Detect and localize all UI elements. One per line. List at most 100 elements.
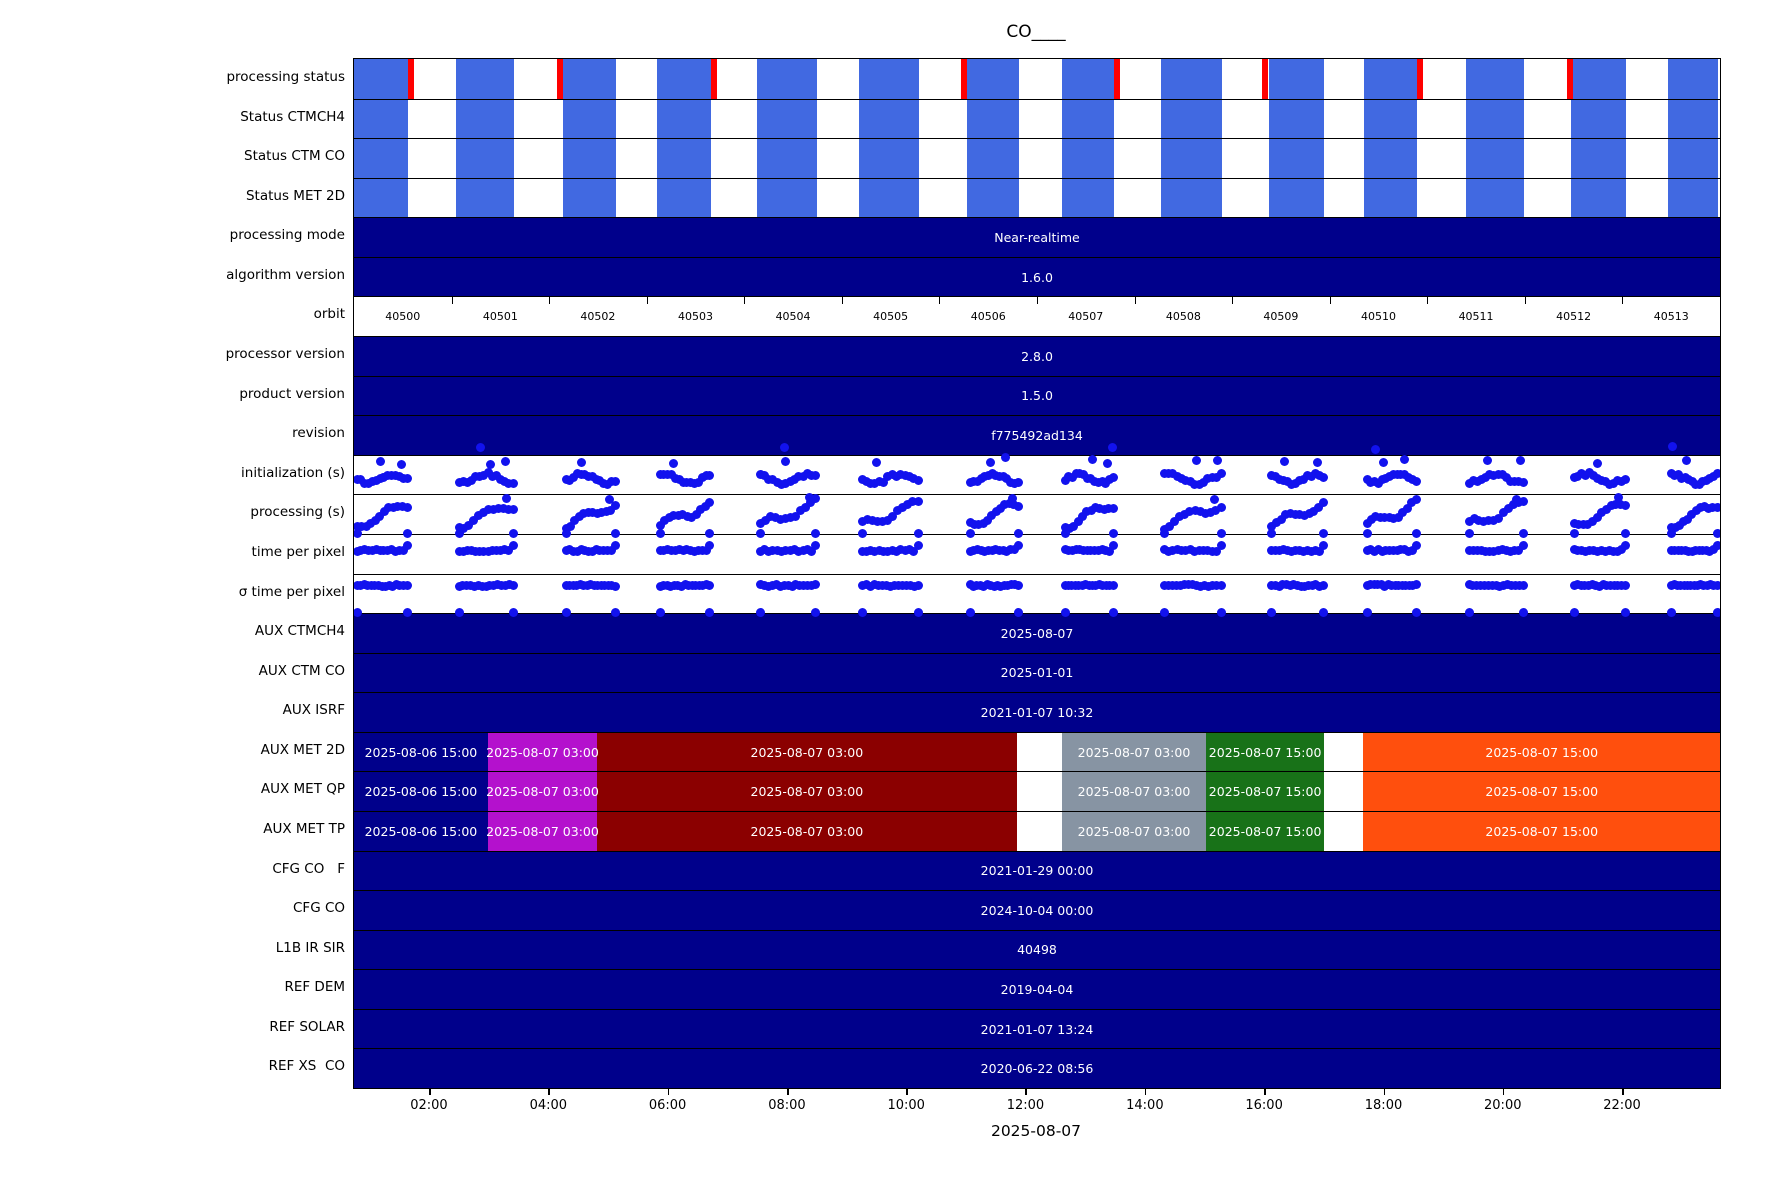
scatter-dot [1479,516,1489,526]
scatter-dot [1175,511,1185,521]
scatter-dot [1379,457,1389,467]
orbit-coverage-block [1061,178,1115,218]
orbit-coverage-block [1161,139,1222,178]
scatter-dot [1411,495,1421,505]
orbit-coverage-block [756,139,817,178]
aux-met-segment [1061,732,1207,772]
scatter-dot [1464,529,1474,538]
scatter-dot [667,469,676,479]
scatter-dot [1373,478,1383,488]
row-value: 40498 [354,929,1720,970]
orbit-boundary-tick [549,297,551,305]
scatter-dot [397,502,407,511]
orbit-coverage-block [1161,59,1222,99]
scatter-dot [1280,456,1290,466]
scatter-dot [1615,499,1625,509]
orbit-coverage-block [1268,99,1324,139]
scatter-dot [811,494,821,504]
orbit-number: 40504 [775,310,811,324]
aux-met-segment [597,811,1017,851]
x-axis-tick [428,1089,431,1095]
row-value-text: f775492ad134 [991,427,1083,443]
scatter-dot [806,497,816,507]
scatter-dot [755,518,765,528]
orbit-boundary-tick [1524,297,1526,305]
row-label: CFG CO F [272,860,345,877]
scatter-dot [1013,529,1023,538]
scatter-dot [561,529,571,538]
scatter-dot [1712,581,1720,591]
scatter-dot [577,458,587,468]
row-label: CFG CO [293,900,345,917]
scatter-dot [1592,512,1602,522]
scatter-dot [376,456,386,466]
scatter-dot [811,608,821,618]
scatter-dot [402,581,412,590]
aux-met-segment [354,772,488,811]
row-value: 2019-04-04 [354,969,1720,1009]
orbit-boundary-tick [1134,297,1136,305]
scatter-dot [1272,518,1282,528]
scatter-dot [1518,541,1528,551]
orbit-number: 40501 [482,310,518,324]
scatter-dot [1620,580,1630,590]
scatter-dot [491,470,501,480]
scatter-dot [1212,547,1222,556]
row-value: 2025-01-01 [354,652,1720,693]
scatter-dot [691,509,701,519]
scatter-dot [1318,580,1328,590]
orbit-boundary-tick [1622,297,1624,305]
orbit-boundary-tick [1037,297,1038,305]
scatter-dot [1318,608,1328,618]
x-axis-tick-label: 12:00 [1006,1098,1045,1113]
orbit-coverage-block [1466,99,1524,139]
orbit-coverage-block [1570,99,1627,139]
orbit-coverage-block [756,178,817,218]
aux-met-segment-label: 2025-08-07 03:00 [1077,784,1191,800]
scatter-dot [1402,503,1412,513]
scatter-dot [1712,608,1720,618]
scatter-dot [1206,507,1216,517]
scatter-dot [388,502,398,512]
scatter-dot [508,529,518,538]
scatter-dot [857,529,867,538]
row-value: 2025-08-07 [354,613,1720,653]
row-value-text: 2025-08-07 [1000,625,1074,641]
scatter-dot [1304,509,1314,519]
orbit-number: 40511 [1458,310,1494,324]
scatter-dot [402,502,412,512]
scatter-dot [1474,516,1484,526]
aux-met-segment-label: 2025-08-07 03:00 [486,744,599,760]
scatter-dot [1290,510,1300,520]
scatter-dot [1712,529,1720,538]
orbit-coverage-block [967,139,1019,178]
aux-met-segment-label: 2025-08-07 15:00 [1208,823,1322,839]
orbit-coverage-block [1570,59,1627,99]
x-axis-tick [667,1089,670,1095]
aux-met-segment-label: 2025-08-07 03:00 [1077,823,1191,839]
scatter-dot [1362,529,1372,538]
scatter-dot [696,505,706,515]
scatter-dot [985,458,995,468]
scatter-dot [1108,473,1118,483]
scatter-dot [786,512,795,522]
x-axis-date-label: 2025-08-07 [990,1122,1082,1140]
aux-met-segment [487,811,598,851]
scatter-dot [1209,495,1219,505]
scatter-dot [1411,529,1421,538]
scatter-dot [402,608,412,618]
scatter-dot [1411,580,1421,590]
scatter-dot [1569,519,1579,528]
scatter-dot [903,499,913,509]
scatter-dot [561,608,571,618]
scatter-dot [1078,512,1087,521]
scatter-dot [791,511,801,521]
aux-met-segment [597,732,1017,772]
scatter-dot [913,580,923,590]
scatter-dot [655,608,665,618]
orbit-coverage-block [1667,139,1718,178]
orbit-coverage-block [1667,99,1718,139]
scatter-dot [705,498,715,508]
x-axis-tick [1264,1089,1266,1095]
orbit-boundary-tick [841,297,843,305]
